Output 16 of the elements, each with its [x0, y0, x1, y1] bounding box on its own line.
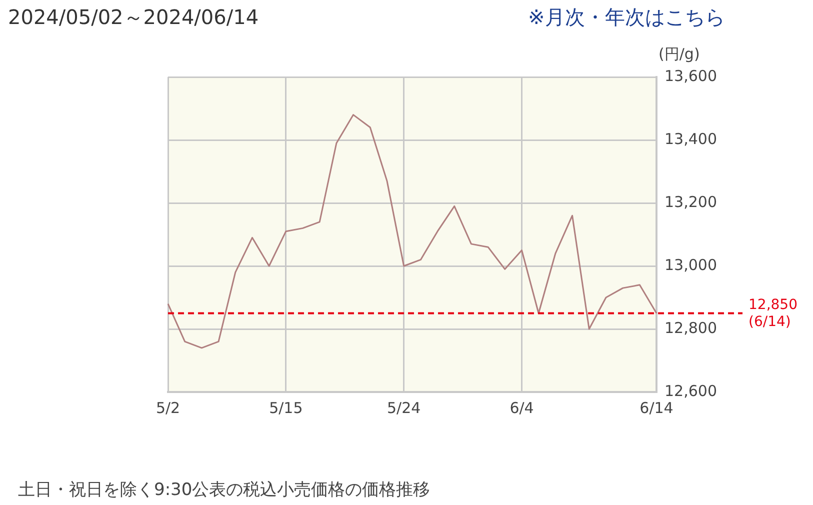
- y-axis-title: (円/g): [658, 44, 700, 63]
- x-tick-label: 6/14: [640, 398, 674, 417]
- chart-title: 2024/05/02～2024/06/14: [8, 4, 259, 31]
- y-tick-label: 13,000: [664, 256, 718, 274]
- y-tick-label: 13,400: [664, 130, 718, 148]
- text: ※月次・年次はこちら: [528, 4, 725, 31]
- x-tick-label: 5/2: [156, 398, 180, 417]
- x-tick-label: 6/4: [510, 398, 534, 417]
- text: 土日・祝日を除く9:30公表の税込小売価格の価格推移: [18, 479, 430, 501]
- x-tick-label: 5/24: [386, 398, 421, 417]
- y-tick-label: 13,600: [664, 66, 718, 85]
- x-tick-label: 5/15: [269, 398, 303, 417]
- ref-line-label: 12,850 (6/14): [748, 296, 798, 330]
- y-tick-label: 12,800: [664, 318, 718, 337]
- y-tick-label: 13,200: [664, 192, 718, 211]
- y-tick-label: 12,600: [664, 382, 718, 400]
